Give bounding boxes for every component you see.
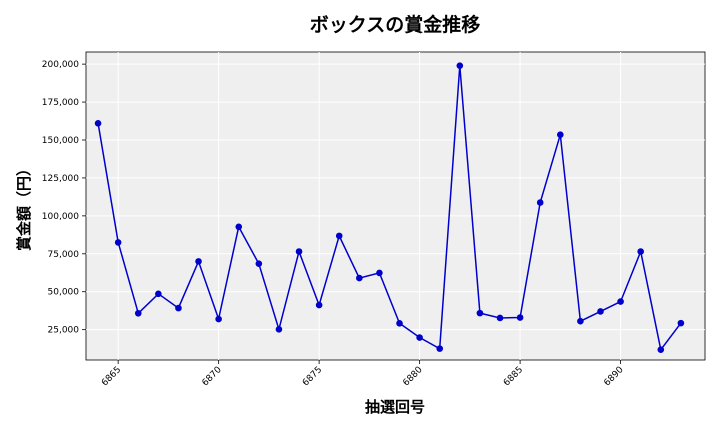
data-point [456,62,464,69]
data-point [255,260,263,267]
x-tick-label: 6890 [602,365,625,388]
data-point [617,298,624,305]
y-tick-label: 25,000 [48,326,80,336]
data-point [235,223,243,231]
chart-title: ボックスの賞金推移 [310,13,480,36]
x-axis-label: 抽選回号 [365,398,425,416]
data-points [94,62,685,353]
y-axis-ticks: 25,000 50,000 75,000 100,000 125,000 150,000 1… [42,60,86,336]
x-tick-label: 6880 [401,365,424,388]
data-point [536,199,544,206]
data-point [175,304,182,312]
data-point [516,314,524,321]
series-line [97,65,682,352]
data-point [134,309,142,317]
data-point [356,274,363,282]
data-point [436,345,444,352]
x-tick-label: 6885 [502,365,525,388]
y-tick-label: 125,000 [42,174,79,184]
data-point [376,269,383,277]
data-point [94,120,102,127]
grid [86,52,705,360]
data-point [597,308,604,315]
data-point [556,131,564,138]
y-tick-label: 200,000 [42,60,79,70]
data-point [215,315,222,323]
data-point [496,314,504,322]
x-tick-label: 6875 [301,365,324,388]
data-point [275,326,283,333]
data-point [295,248,303,255]
data-point [657,346,665,353]
data-point [335,232,343,240]
data-point [114,239,122,246]
data-point [637,248,644,255]
y-tick-label: 175,000 [42,98,79,108]
data-point [577,317,584,325]
data-point [315,301,323,309]
x-tick-label: 6865 [100,365,123,388]
x-axis-ticks: 6865 6870 6875 6880 6885 6890 [100,360,626,388]
y-tick-label: 75,000 [48,250,80,260]
y-tick-label: 100,000 [42,212,79,222]
y-tick-label: 150,000 [42,136,79,146]
data-point [677,319,685,327]
y-axis-label: 賞金額（円） [15,161,33,251]
x-tick-label: 6870 [200,365,223,388]
data-point [416,334,423,341]
data-point [195,258,202,265]
data-point [476,309,484,317]
y-tick-label: 50,000 [48,288,80,298]
data-point [155,290,162,298]
data-point [396,319,403,327]
